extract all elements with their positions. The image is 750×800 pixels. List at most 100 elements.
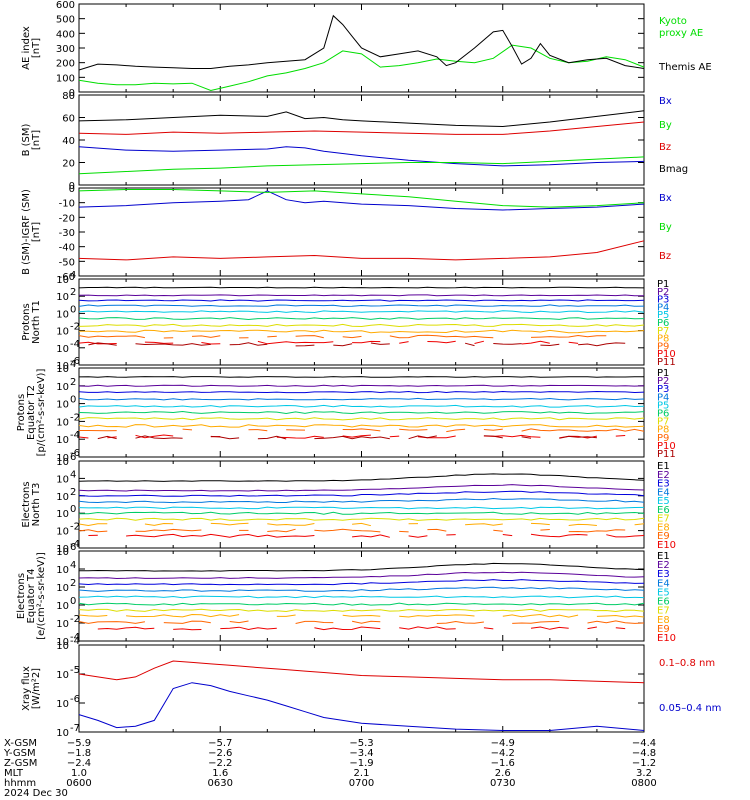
flux-line-p11 [97, 435, 117, 440]
y-tick-label: 0 [69, 181, 75, 192]
flux-line-e10 [399, 626, 456, 630]
flux-line-e9 [135, 528, 202, 532]
flux-line-p11 [210, 435, 240, 440]
flux-line-p11 [135, 343, 211, 346]
footer-value-hhmm: 0730 [490, 778, 515, 789]
footer-value-hhmm: 0600 [66, 778, 91, 789]
y-tick-label: 10 [56, 728, 69, 739]
y-tick-label: 10 [56, 457, 69, 468]
legend-p10: P10 [657, 349, 676, 360]
flux-line-p9 [521, 428, 645, 432]
y-tick-label: 10 [56, 453, 69, 464]
flux-line-p11 [578, 342, 626, 347]
legend-p11: P11 [657, 357, 676, 368]
y-tick-label: 200 [56, 59, 75, 70]
y-tick-label: -50 [59, 257, 75, 268]
series-line-bz [78, 240, 645, 261]
legend-p2: P2 [657, 376, 669, 387]
flux-line-e8 [210, 522, 249, 526]
panel-frame [78, 644, 645, 733]
legend-e6: E6 [657, 505, 670, 516]
y-tick-label: -30 [59, 228, 75, 239]
series-line-themis-ae [78, 14, 645, 71]
y-tick-label: 10 [56, 547, 69, 558]
y-axis-label: [e/(cm²-s-sr-keV)] [36, 552, 47, 640]
flux-line-p11 [333, 343, 353, 347]
legend-e8: E8 [657, 615, 670, 626]
y-tick-label: 100 [56, 73, 75, 84]
legend-p8: P8 [657, 425, 669, 436]
footer-value-y-gsm: −4.2 [491, 748, 515, 759]
flux-line-e10 [615, 627, 626, 630]
y-tick-label: 10 [56, 417, 69, 428]
legend-p9: P9 [657, 433, 669, 444]
flux-line-e8 [144, 522, 174, 526]
y-axis-label: North T3 [31, 483, 42, 527]
flux-line-e8 [596, 614, 645, 618]
legend-e1: E1 [657, 461, 670, 472]
flux-line-e10 [220, 626, 277, 631]
y-tick-exponent: -6 [70, 356, 80, 367]
flux-line-e8 [276, 614, 296, 617]
legend-e5: E5 [657, 587, 670, 598]
y-tick-label: 10 [56, 527, 69, 538]
flux-line-e2 [78, 571, 645, 580]
flux-line-p10 [78, 436, 89, 439]
flux-line-e9 [493, 529, 503, 532]
legend-e2: E2 [657, 470, 670, 481]
legend-e9: E9 [657, 531, 670, 542]
series-line-bz [78, 121, 645, 135]
footer-value-z-gsm: −1.2 [632, 758, 656, 769]
flux-line-p11 [464, 342, 475, 347]
y-tick-label: 10 [56, 344, 69, 355]
flux-line-p1 [78, 376, 645, 378]
y-tick-label: 10 [56, 292, 69, 303]
flux-line-p3 [78, 390, 645, 394]
flux-line-e10 [483, 627, 494, 630]
y-tick-label: 10 [56, 583, 69, 594]
y-tick-exponent: -4 [70, 539, 80, 550]
flux-line-p11 [135, 435, 183, 440]
y-tick-label: 10 [56, 641, 69, 652]
flux-line-e8 [78, 614, 108, 617]
y-tick-label: 10 [56, 637, 69, 648]
flux-line-p10 [201, 342, 221, 345]
flux-line-e9 [512, 621, 560, 624]
flux-line-p8 [78, 424, 645, 428]
y-tick-exponent: 0 [70, 596, 76, 607]
y-tick-label: -40 [59, 243, 75, 254]
y-tick-exponent: 4 [70, 469, 76, 480]
legend-p1: P1 [657, 279, 669, 290]
y-tick-label: 80 [62, 91, 75, 102]
flux-line-e9 [229, 620, 249, 624]
y-tick-label: -60 [59, 272, 75, 283]
y-tick-exponent: -6 [70, 694, 80, 705]
flux-line-e10 [530, 533, 588, 538]
footer-value-x-gsm: −4.9 [491, 738, 515, 749]
flux-line-e10 [314, 626, 381, 631]
legend-themis: Themis AE [658, 62, 712, 73]
y-tick-label: 10 [56, 544, 69, 555]
flux-line-e9 [436, 620, 484, 624]
flux-line-p10 [78, 341, 117, 345]
legend-e9: E9 [657, 624, 670, 635]
flux-line-p2 [78, 384, 645, 387]
flux-line-e9 [568, 529, 626, 533]
y-tick-exponent: -6 [70, 448, 80, 459]
flux-line-e10 [587, 626, 597, 630]
y-tick-exponent: -2 [70, 522, 80, 533]
y-tick-exponent: -5 [70, 665, 80, 676]
legend-e7: E7 [657, 514, 670, 525]
flux-line-p1 [78, 286, 645, 289]
flux-line-p11 [408, 435, 437, 440]
legend-by: By [659, 120, 672, 131]
flux-line-p10 [568, 341, 579, 344]
flux-line-p11 [257, 435, 287, 440]
flux-line-e9 [587, 620, 645, 624]
legend-e7: E7 [657, 606, 670, 617]
y-axis-label: Protons [16, 394, 27, 431]
y-tick-label: 10 [56, 309, 69, 320]
y-tick-exponent: -4 [70, 632, 80, 643]
flux-line-e1 [79, 562, 645, 572]
footer-value-hhmm: 0700 [349, 778, 374, 789]
